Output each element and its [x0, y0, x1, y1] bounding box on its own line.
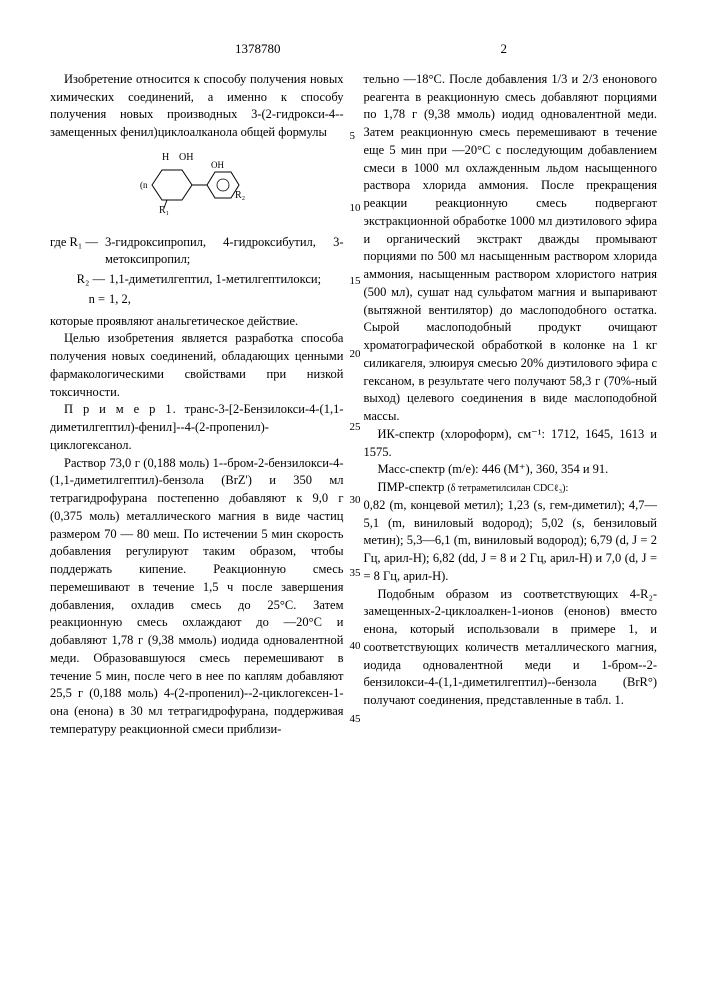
page-indicator: 2 [501, 40, 508, 59]
example-label: П р и м е р 1. [64, 402, 177, 416]
procedure-paragraph: Раствор 73,0 г (0,188 моль) 1--бром-2-бе… [50, 455, 344, 739]
svg-text:OH: OH [179, 152, 193, 163]
line-number: 40 [350, 639, 361, 655]
line-number: 10 [350, 201, 361, 217]
svg-text:R₂: R₂ [235, 190, 245, 201]
mass-spectrum: Масс-спектр (m/e): 446 (M⁺), 360, 354 и … [364, 461, 658, 479]
ir-label: ИК-спектр (хлороформ), см⁻¹: [378, 427, 545, 441]
line-number: 20 [350, 347, 361, 363]
line-number: 5 [350, 129, 356, 145]
where-definitions: где R₁ — 3-гидроксипропил, 4-гидроксибут… [50, 234, 344, 309]
right-column: 5 10 15 20 25 30 35 40 45 тельно —18°С. … [364, 71, 658, 739]
pmr-label: ПМР-спектр [378, 480, 445, 494]
chemical-formula: H OH (n OH R₁ R₂ [50, 150, 344, 226]
line-number: 35 [350, 566, 361, 582]
similar-paragraph: Подобным образом из соответствующих 4-R₂… [364, 586, 658, 710]
ms-label: Масс-спектр (m/e): [378, 462, 479, 476]
line-number: 25 [350, 420, 361, 436]
pmr-values: 0,82 (m, концевой метил); 1,23 (s, гем-д… [364, 497, 658, 586]
example-heading: П р и м е р 1. транс-3-[2-Бензилокси-4-(… [50, 401, 344, 454]
ir-spectrum: ИК-спектр (хлороформ), см⁻¹: 1712, 1645,… [364, 426, 658, 462]
svg-text:(n: (n [140, 180, 148, 190]
patent-number: 1378780 [235, 40, 281, 59]
n-label: n = [89, 292, 105, 306]
ms-values: 446 (M⁺), 360, 354 и 91. [482, 462, 608, 476]
n-text: 1, 2, [109, 291, 131, 309]
continuation-paragraph: тельно —18°С. После добавления 1/3 и 2/3… [364, 71, 658, 426]
pmr-solvent: (δ тетраметилсилан CDCℓ₃): [447, 483, 568, 494]
two-column-layout: Изобретение относится к способу получени… [50, 71, 657, 739]
left-column: Изобретение относится к способу получени… [50, 71, 344, 739]
line-number: 45 [350, 712, 361, 728]
where-label: где [50, 235, 66, 249]
r1-label: R₁ — [70, 235, 98, 249]
line-number: 15 [350, 274, 361, 290]
svg-text:H: H [162, 152, 169, 163]
activity-paragraph: которые проявляют анальгетическое действ… [50, 313, 344, 331]
r2-label: R₂ — [77, 272, 105, 286]
line-number: 30 [350, 493, 361, 509]
r1-text: 3-гидроксипропил, 4-гидроксибутил, 3-мет… [105, 234, 344, 270]
svg-text:OH: OH [211, 160, 224, 170]
pmr-spectrum-header: ПМР-спектр (δ тетраметилсилан CDCℓ₃): [364, 479, 658, 497]
goal-paragraph: Целью изобретения является разработка сп… [50, 330, 344, 401]
intro-paragraph: Изобретение относится к способу получени… [50, 71, 344, 142]
header-row: 1378780 2 [50, 40, 657, 59]
r2-text: 1,1-диметилгептил, 1-метилгептилокси; [109, 271, 321, 289]
